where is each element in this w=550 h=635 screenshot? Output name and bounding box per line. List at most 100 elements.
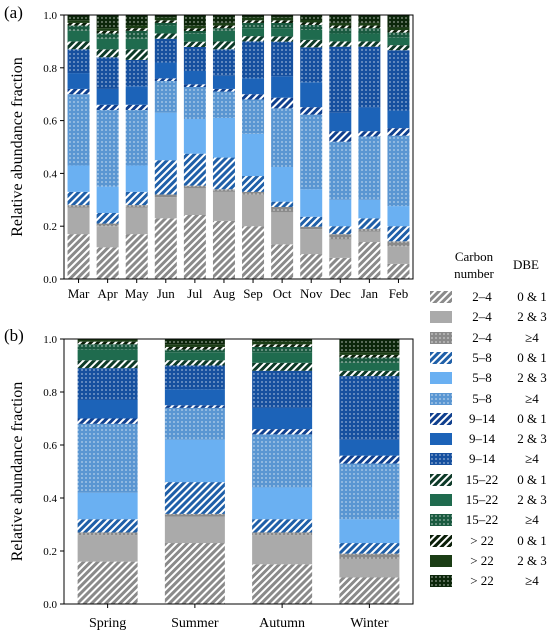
- bar-segment-6: [339, 463, 400, 520]
- bar-segment-8: [358, 107, 381, 132]
- bar-segment-14: [271, 17, 294, 21]
- bar-segment-12: [339, 357, 400, 363]
- x-tick-label: Nov: [300, 286, 323, 301]
- bar-segment-10: [77, 360, 138, 369]
- bar-segment-15: [242, 15, 265, 18]
- bar-segment-5: [329, 199, 352, 227]
- legend-swatch: [430, 291, 452, 303]
- y-tick-label: 0.4: [43, 493, 57, 505]
- bar-segment-5: [154, 112, 177, 161]
- bar-segment-4: [164, 482, 225, 514]
- x-tick-label: Spring: [89, 616, 126, 631]
- bar-segment-13: [164, 346, 225, 350]
- y-tick-label: 0.2: [43, 546, 57, 558]
- y-tick-label: 0.0: [43, 599, 57, 611]
- x-tick-label: May: [125, 286, 149, 301]
- bar-segment-12: [252, 346, 313, 353]
- bar-segment-9: [67, 49, 90, 74]
- bar-segment-2: [339, 558, 400, 578]
- bar-segment-10: [329, 41, 352, 47]
- bar-segment-6: [358, 136, 381, 200]
- bar-segment-2: [358, 231, 381, 243]
- bar-segment-14: [154, 17, 177, 21]
- bar-segment-14: [164, 344, 225, 347]
- bar-feb: [387, 15, 410, 279]
- bar-segment-14: [77, 339, 138, 342]
- bar-segment-10: [387, 45, 410, 51]
- bar-segment-11: [154, 25, 177, 34]
- bar-segment-7: [164, 405, 225, 408]
- bar-segment-10: [271, 36, 294, 42]
- bar-segment-7: [183, 84, 206, 87]
- bar-segment-12: [183, 31, 206, 34]
- bar-segment-2: [125, 207, 148, 235]
- bar-segment-5: [300, 189, 323, 217]
- legend-carbon-number: > 22: [470, 552, 494, 568]
- bar-segment-2: [183, 188, 206, 215]
- bar-segment-10: [252, 362, 313, 371]
- bar-segment-3: [154, 194, 177, 198]
- legend-item: 15–22 0 & 1: [430, 471, 548, 491]
- bar-segment-2: [329, 239, 352, 258]
- bar-segment-12: [242, 22, 265, 29]
- bar-may: [125, 15, 148, 279]
- y-tick-label: 0.6: [43, 116, 57, 128]
- bar-segment-8: [242, 78, 265, 95]
- legend-dbe: 0 & 1: [517, 289, 547, 304]
- bar-segment-9: [300, 47, 323, 83]
- bar-segment-4: [67, 191, 90, 206]
- bar-dec: [329, 15, 352, 279]
- bar-segment-3: [125, 205, 148, 208]
- x-tick-label: Oct: [273, 286, 292, 301]
- bar-segment-14: [387, 27, 410, 31]
- bar-segment-4: [125, 191, 148, 206]
- bar-segment-11: [271, 28, 294, 37]
- x-tick-label: Jul: [187, 286, 203, 301]
- bar-segment-7: [125, 104, 148, 111]
- panel-label-b: (b): [4, 326, 24, 345]
- bar-segment-1: [212, 220, 235, 279]
- y-tick-label: 0.4: [43, 168, 57, 180]
- bar-segment-8: [183, 71, 206, 85]
- bar-segment-9: [252, 370, 313, 408]
- bar-segment-2: [271, 212, 294, 245]
- bar-segment-1: [77, 561, 138, 604]
- bar-oct: [271, 15, 294, 279]
- bar-segment-8: [164, 389, 225, 406]
- bar-segment-9: [154, 38, 177, 63]
- legend-swatch: [430, 575, 452, 588]
- bar-segment-5: [96, 186, 119, 213]
- bar-segment-11: [339, 362, 400, 371]
- legend-item: 2–4 2 & 3: [430, 308, 548, 328]
- bar-segment-2: [77, 535, 138, 562]
- legend-swatch: [430, 534, 452, 547]
- bar-segment-15: [67, 15, 90, 21]
- bar-segment-9: [271, 41, 294, 77]
- legend-item: 5–8 0 & 1: [430, 349, 548, 369]
- legend-swatch: [430, 412, 452, 425]
- bar-segment-15: [125, 15, 148, 26]
- bar-segment-10: [164, 360, 225, 366]
- bar-segment-5: [252, 487, 313, 520]
- x-tick-label: Aug: [213, 286, 236, 301]
- bar-segment-1: [125, 234, 148, 279]
- bar-segment-7: [67, 88, 90, 95]
- bar-segment-14: [252, 341, 313, 345]
- bar-segment-15: [271, 15, 294, 18]
- legend-carbon-number: 15–22: [465, 471, 499, 487]
- bar-segment-8: [154, 62, 177, 79]
- bar-segment-4: [358, 218, 381, 229]
- bar-segment-11: [67, 30, 90, 42]
- bar-segment-9: [242, 41, 265, 79]
- bar-segment-12: [164, 349, 225, 353]
- legend-header-dbe: DBE: [513, 257, 539, 272]
- legend-carbon-number: 5–8: [472, 370, 492, 386]
- bar-segment-3: [252, 532, 313, 536]
- legend-dbe: ≥4: [525, 329, 539, 345]
- bar-segment-12: [96, 33, 119, 39]
- bar-segment-12: [77, 344, 138, 350]
- bar-segment-7: [252, 429, 313, 435]
- bar-segment-6: [183, 87, 206, 119]
- bar-segment-13: [329, 25, 352, 29]
